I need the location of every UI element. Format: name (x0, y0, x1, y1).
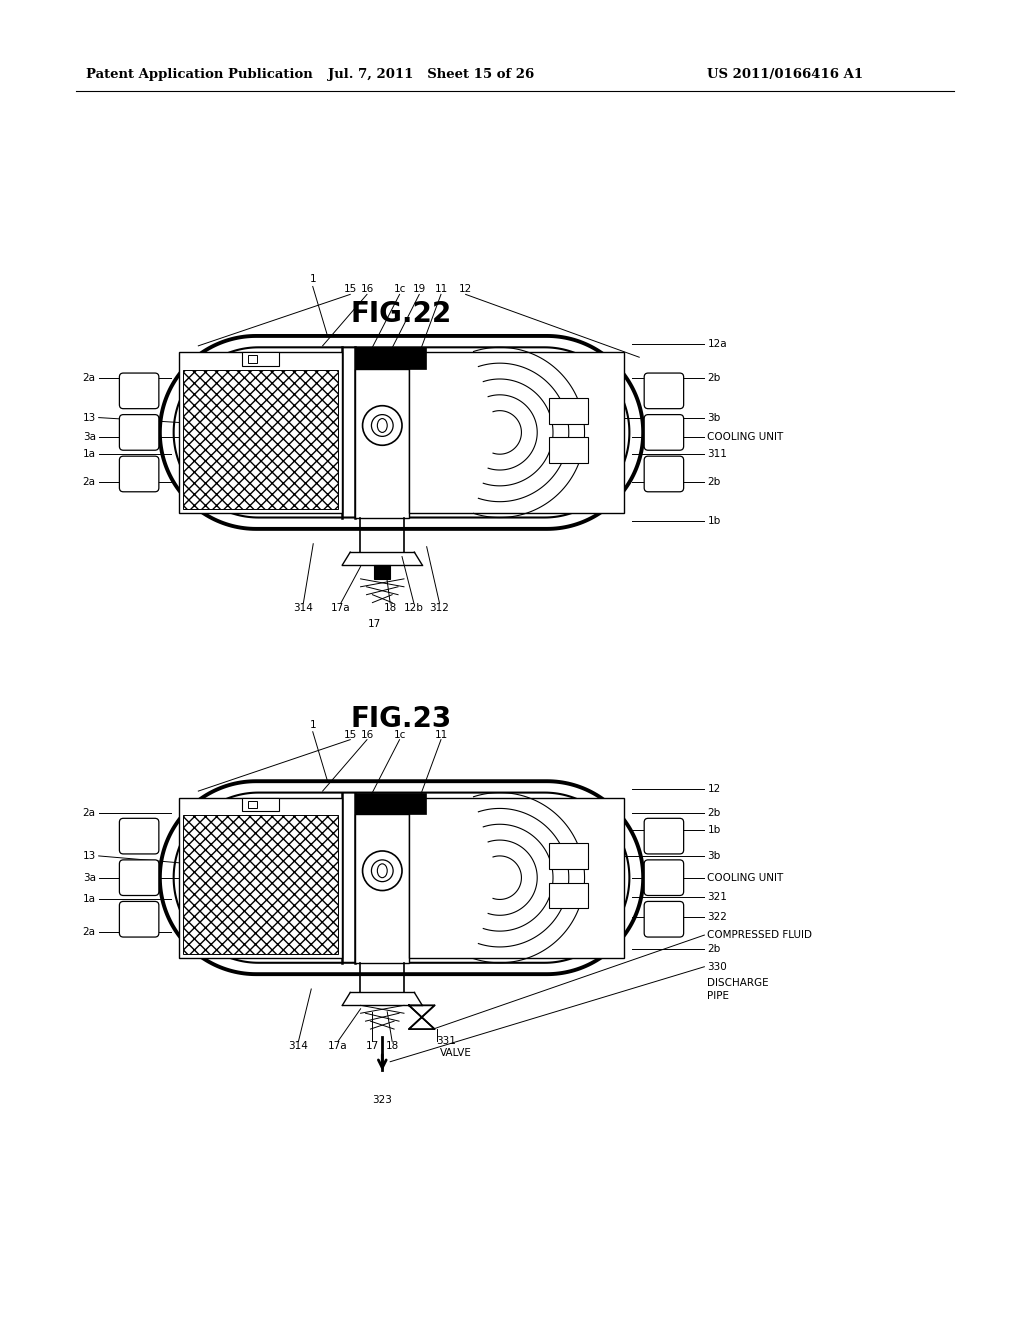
Text: 2b: 2b (708, 374, 721, 383)
Text: 11: 11 (434, 730, 447, 739)
Bar (549, 437, 588, 463)
Text: COOLING UNIT: COOLING UNIT (708, 873, 783, 883)
Text: 1b: 1b (708, 825, 721, 836)
Bar (178, 352, 342, 512)
FancyBboxPatch shape (644, 818, 684, 854)
Text: 19: 19 (413, 284, 426, 294)
FancyBboxPatch shape (644, 902, 684, 937)
Bar (182, 816, 338, 954)
Text: 13: 13 (83, 413, 95, 422)
Text: 12: 12 (459, 284, 472, 294)
Bar (410, 352, 625, 512)
Text: PIPE: PIPE (708, 991, 729, 1002)
FancyBboxPatch shape (644, 374, 684, 409)
Text: 3b: 3b (708, 413, 721, 422)
Text: 3a: 3a (83, 433, 95, 442)
Polygon shape (174, 792, 630, 962)
FancyBboxPatch shape (644, 414, 684, 450)
Ellipse shape (378, 418, 387, 433)
Text: Jul. 7, 2011   Sheet 15 of 26: Jul. 7, 2011 Sheet 15 of 26 (328, 67, 535, 81)
Text: 1c: 1c (393, 730, 406, 739)
Text: 16: 16 (360, 284, 374, 294)
Text: 18: 18 (384, 603, 397, 612)
Text: 15: 15 (344, 730, 356, 739)
Text: 11: 11 (434, 284, 447, 294)
Polygon shape (160, 337, 643, 529)
Text: 1b: 1b (708, 516, 721, 525)
Text: 2a: 2a (83, 808, 95, 818)
Text: 3a: 3a (83, 873, 95, 883)
Bar (549, 397, 588, 424)
Bar (355, 370, 410, 517)
FancyBboxPatch shape (120, 818, 159, 854)
Text: 16: 16 (360, 730, 374, 739)
Bar (248, 800, 257, 808)
Text: 17a: 17a (328, 1041, 348, 1052)
Text: 1a: 1a (83, 449, 95, 459)
FancyBboxPatch shape (644, 859, 684, 895)
Text: 17: 17 (368, 619, 381, 628)
Text: 18: 18 (385, 1041, 398, 1052)
Bar (355, 347, 426, 370)
Bar (355, 814, 410, 962)
Text: 12b: 12b (403, 603, 424, 612)
Text: 321: 321 (708, 892, 727, 903)
Bar (549, 843, 588, 869)
Text: 1c: 1c (393, 284, 406, 294)
Text: 2b: 2b (708, 944, 721, 954)
Bar (355, 792, 426, 814)
Text: 2a: 2a (83, 374, 95, 383)
Text: 2a: 2a (83, 477, 95, 487)
Text: VALVE: VALVE (439, 1048, 471, 1059)
FancyBboxPatch shape (120, 902, 159, 937)
Text: 314: 314 (294, 603, 313, 612)
Text: 13: 13 (83, 851, 95, 861)
Text: 2b: 2b (708, 477, 721, 487)
Text: 323: 323 (373, 1094, 392, 1105)
Text: 1: 1 (309, 719, 316, 730)
Text: 1: 1 (309, 275, 316, 285)
Text: 12a: 12a (708, 339, 727, 348)
Polygon shape (174, 347, 630, 517)
Text: 322: 322 (708, 912, 727, 923)
Text: 311: 311 (708, 449, 727, 459)
FancyBboxPatch shape (120, 374, 159, 409)
Text: FIG.23: FIG.23 (351, 705, 453, 734)
Text: 1a: 1a (83, 895, 95, 904)
Bar (242, 797, 280, 812)
Text: 314: 314 (289, 1041, 308, 1052)
Ellipse shape (378, 863, 387, 878)
Text: 2b: 2b (708, 808, 721, 818)
Text: FIG.22: FIG.22 (351, 300, 453, 327)
Text: US 2011/0166416 A1: US 2011/0166416 A1 (708, 67, 863, 81)
Text: Patent Application Publication: Patent Application Publication (86, 67, 312, 81)
Bar (182, 370, 338, 508)
Text: COOLING UNIT: COOLING UNIT (708, 433, 783, 442)
Text: DISCHARGE: DISCHARGE (708, 978, 769, 987)
Bar (549, 883, 588, 908)
Text: 312: 312 (429, 603, 450, 612)
Text: 2a: 2a (83, 927, 95, 937)
Text: 12: 12 (708, 784, 721, 795)
Bar (178, 797, 342, 958)
Text: 15: 15 (344, 284, 356, 294)
Bar (410, 797, 625, 958)
Text: 17a: 17a (331, 603, 350, 612)
Text: 330: 330 (708, 962, 727, 972)
Bar (242, 352, 280, 366)
Bar (248, 355, 257, 363)
FancyBboxPatch shape (120, 457, 159, 492)
Text: 17: 17 (366, 1041, 379, 1052)
Bar (375, 565, 390, 579)
Polygon shape (160, 781, 643, 974)
Text: COMPRESSED FLUID: COMPRESSED FLUID (708, 931, 812, 940)
FancyBboxPatch shape (120, 859, 159, 895)
Text: 3b: 3b (708, 851, 721, 861)
FancyBboxPatch shape (120, 414, 159, 450)
FancyBboxPatch shape (644, 457, 684, 492)
Text: 331: 331 (436, 1036, 457, 1047)
